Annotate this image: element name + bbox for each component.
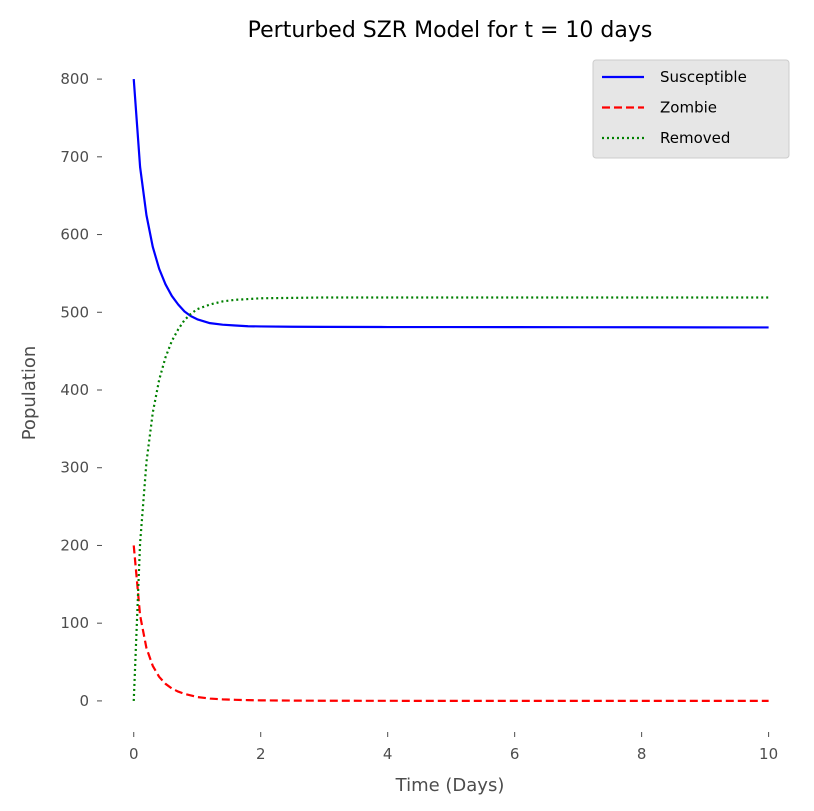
x-tick-label: 10 xyxy=(759,745,778,763)
plot-area xyxy=(102,48,794,732)
x-tick-label: 4 xyxy=(383,745,393,763)
x-tick-label: 8 xyxy=(637,745,647,763)
removed-line xyxy=(132,296,769,701)
x-tick-label: 0 xyxy=(129,745,139,763)
y-tick-label: 800 xyxy=(60,70,89,88)
y-tick-label: 700 xyxy=(60,148,89,166)
legend-label-susceptible: Susceptible xyxy=(660,68,747,86)
y-axis-label: Population xyxy=(19,346,40,441)
zombie-line xyxy=(132,545,769,703)
legend-label-zombie: Zombie xyxy=(660,99,717,117)
susceptible-line xyxy=(132,79,769,329)
y-tick-label: 400 xyxy=(60,381,89,399)
x-tick-label: 2 xyxy=(256,745,266,763)
y-tick-label: 100 xyxy=(60,614,89,632)
y-tick-label: 500 xyxy=(60,303,89,321)
y-tick-label: 200 xyxy=(60,536,89,554)
x-tick-label: 6 xyxy=(510,745,520,763)
x-axis: 0 2 4 6 8 10 xyxy=(129,732,778,763)
series-layer xyxy=(132,79,769,703)
x-axis-label: Time (Days) xyxy=(395,775,505,796)
y-tick-label: 0 xyxy=(79,692,89,710)
y-axis: 0 100 200 300 400 500 600 700 800 xyxy=(60,70,102,710)
legend-label-removed: Removed xyxy=(660,129,730,147)
legend: Susceptible Zombie Removed xyxy=(592,59,790,159)
legend-box xyxy=(592,59,790,159)
chart-title: Perturbed SZR Model for t = 10 days xyxy=(248,18,653,43)
y-tick-label: 300 xyxy=(60,459,89,477)
y-tick-label: 600 xyxy=(60,226,89,244)
